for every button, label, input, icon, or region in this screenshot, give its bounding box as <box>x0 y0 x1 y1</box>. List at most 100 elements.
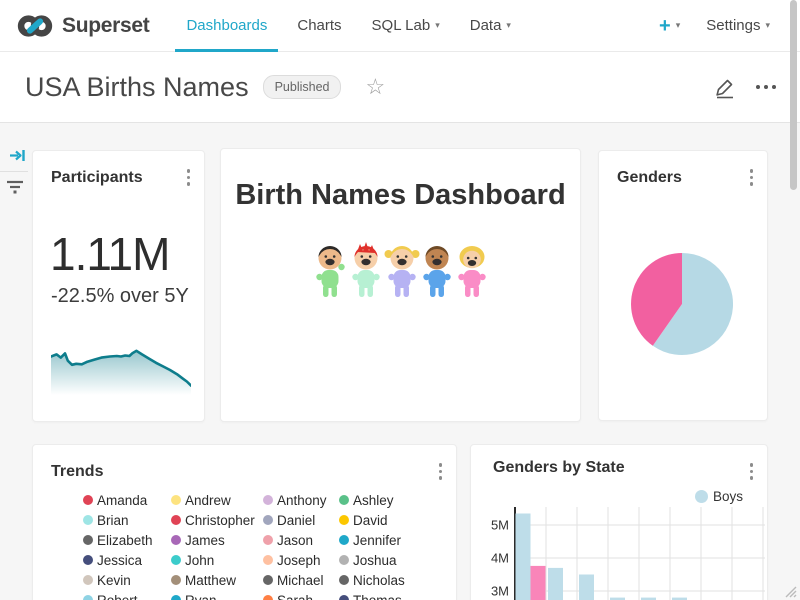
published-badge[interactable]: Published <box>262 75 342 99</box>
card-title: Genders by State <box>493 459 625 476</box>
legend-dot <box>171 495 181 505</box>
kids-illustration <box>315 242 486 297</box>
filter-bar-divider <box>0 171 28 172</box>
new-item-button[interactable]: + ▾ <box>659 16 680 36</box>
card-menu-kebab-icon[interactable] <box>437 461 445 482</box>
legend-label: Andrew <box>185 492 231 508</box>
legend-label: Christopher <box>185 512 255 528</box>
bar-boys-2 <box>579 574 594 600</box>
settings-label: Settings <box>706 17 761 34</box>
legend-item-michael[interactable]: Michael <box>263 570 339 590</box>
legend-dot <box>171 595 181 600</box>
legend-dot <box>83 575 93 585</box>
legend-item-sarah[interactable]: Sarah <box>263 590 339 600</box>
caret-down-icon: ▾ <box>765 20 770 30</box>
nav-item-data[interactable]: Data ▾ <box>455 0 526 52</box>
more-options-button[interactable] <box>756 85 776 89</box>
filter-icon-button[interactable] <box>5 179 25 201</box>
superset-logo[interactable]: Superset <box>16 13 150 39</box>
legend-dot <box>339 575 349 585</box>
legend-item-elizabeth[interactable]: Elizabeth <box>83 530 171 550</box>
legend-dot <box>263 535 273 545</box>
pie-slice-girls <box>631 253 682 346</box>
legend-label: Nicholas <box>353 572 405 588</box>
sparkline-area <box>51 350 191 395</box>
legend-item-nicholas[interactable]: Nicholas <box>339 570 456 590</box>
legend-label: John <box>185 552 215 568</box>
card-menu-kebab-icon[interactable] <box>748 167 756 188</box>
legend-dot <box>83 555 93 565</box>
nav-item-label: Dashboards <box>186 17 268 34</box>
legend-item-joseph[interactable]: Joseph <box>263 550 339 570</box>
legend-dot <box>339 495 349 505</box>
legend-item-jason[interactable]: Jason <box>263 530 339 550</box>
legend-label: Jennifer <box>353 532 402 548</box>
legend-label: Ashley <box>353 492 394 508</box>
legend-item-matthew[interactable]: Matthew <box>171 570 263 590</box>
legend-item-jessica[interactable]: Jessica <box>83 550 171 570</box>
intro-heading: Birth Names Dashboard <box>235 179 566 211</box>
legend-label: Joshua <box>353 552 397 568</box>
legend-item-boys[interactable]: Boys <box>694 489 743 504</box>
vertical-scrollbar-thumb[interactable] <box>790 0 797 190</box>
legend-item-robert[interactable]: Robert <box>83 590 171 600</box>
resize-grip-icon[interactable] <box>782 583 797 598</box>
card-intro-markdown: Birth Names Dashboard <box>220 148 581 422</box>
legend-item-andrew[interactable]: Andrew <box>171 490 263 510</box>
bar-boys-0 <box>515 513 531 600</box>
favorite-star-icon[interactable]: ☆ <box>365 74 386 99</box>
legend-label: Kevin <box>97 572 131 588</box>
legend-item-david[interactable]: David <box>339 510 456 530</box>
legend-dot <box>694 490 708 503</box>
legend-item-anthony[interactable]: Anthony <box>263 490 339 510</box>
legend-dot <box>339 515 349 525</box>
card-participants: Participants 1.11M -22.5% over 5Y <box>32 150 205 422</box>
legend-item-christopher[interactable]: Christopher <box>171 510 263 530</box>
legend-dot <box>339 555 349 565</box>
nav-item-sql-lab[interactable]: SQL Lab ▾ <box>357 0 455 52</box>
caret-down-icon: ▾ <box>435 20 440 30</box>
legend-dot <box>171 575 181 585</box>
card-genders-by-state: Genders by State Boys 5M 4M 3M <box>470 444 768 600</box>
legend-item-thomas[interactable]: Thomas <box>339 590 456 600</box>
arrow-right-to-bar-icon <box>10 150 25 161</box>
legend-item-james[interactable]: James <box>171 530 263 550</box>
legend-label: Boys <box>712 489 743 504</box>
y-axis-tick: 3M <box>491 584 509 599</box>
nav-item-charts[interactable]: Charts <box>282 0 356 52</box>
trends-legend: Amanda Andrew Anthony Ashley Brian Christophe… <box>33 490 456 600</box>
legend-dot <box>83 595 93 600</box>
legend-label: James <box>185 532 225 548</box>
card-title: Participants <box>51 169 143 186</box>
legend-item-daniel[interactable]: Daniel <box>263 510 339 530</box>
legend-label: Sarah <box>277 592 314 600</box>
card-menu-kebab-icon[interactable] <box>748 461 756 482</box>
legend-item-kevin[interactable]: Kevin <box>83 570 171 590</box>
legend-item-ashley[interactable]: Ashley <box>339 490 456 510</box>
legend-item-amanda[interactable]: Amanda <box>83 490 171 510</box>
legend-item-brian[interactable]: Brian <box>83 510 171 530</box>
legend-dot <box>83 495 93 505</box>
superset-infinity-icon <box>17 14 53 37</box>
caret-down-icon: ▾ <box>675 20 681 30</box>
legend-item-jennifer[interactable]: Jennifer <box>339 530 456 550</box>
legend-item-ryan[interactable]: Ryan <box>171 590 263 600</box>
legend-label: Anthony <box>277 492 327 508</box>
settings-menu[interactable]: Settings ▾ <box>706 17 770 34</box>
legend-item-joshua[interactable]: Joshua <box>339 550 456 570</box>
nav-item-label: Data <box>469 17 502 34</box>
expand-filter-bar-button[interactable] <box>9 148 26 168</box>
bar-boys-1 <box>548 567 563 600</box>
gstate-bar-chart: 5M 4M 3M <box>491 507 765 600</box>
top-navbar: Superset Dashboards Charts SQL Lab ▾ Data ▾ +… <box>0 0 800 52</box>
card-title: Genders <box>617 169 682 186</box>
legend-label: Jason <box>277 532 314 548</box>
nav-item-dashboards[interactable]: Dashboards <box>171 0 282 52</box>
legend-dot <box>171 555 181 565</box>
edit-dashboard-button[interactable] <box>714 76 736 99</box>
big-number-subheader: -22.5% over 5Y <box>51 285 189 307</box>
bar-boys-4 <box>641 597 656 600</box>
sparkline-line <box>51 349 191 387</box>
legend-item-john[interactable]: John <box>171 550 263 570</box>
card-menu-kebab-icon[interactable] <box>185 167 193 188</box>
